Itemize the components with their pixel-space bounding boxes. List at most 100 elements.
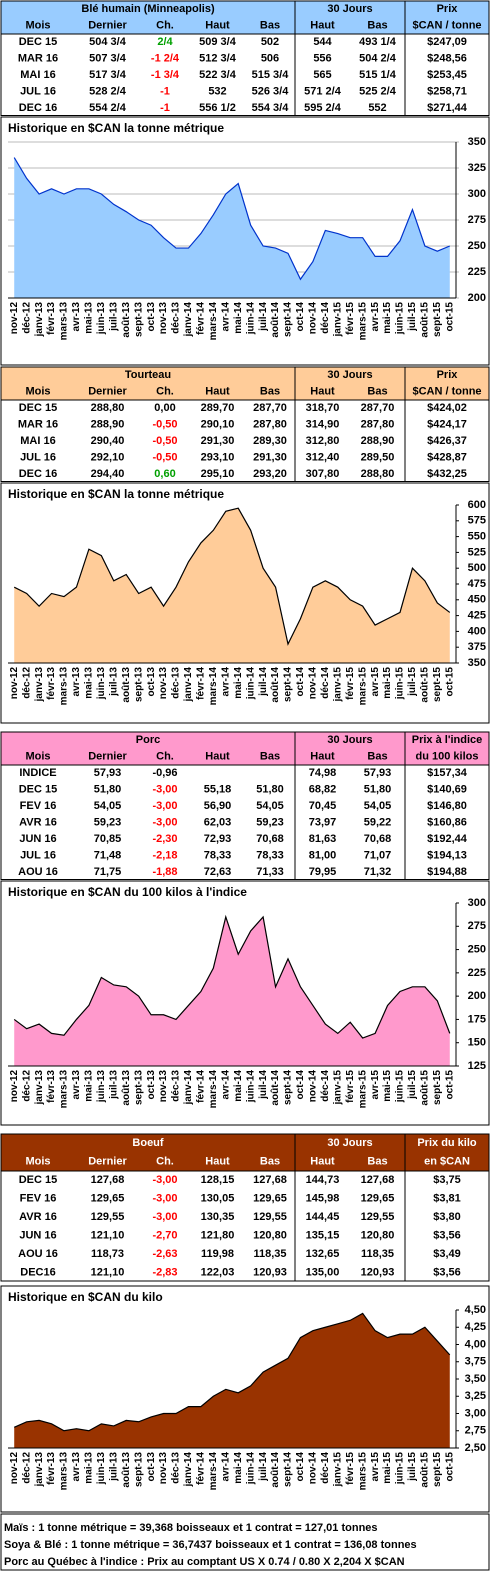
x-tick-label: juin-14 [245,1452,256,1486]
table-cell: 119,98 [201,1248,234,1260]
x-tick-label: mai-13 [84,1452,95,1484]
table-cell: 289,70 [201,402,235,414]
column-header: Mois [25,386,50,398]
x-tick-label: mai-15 [382,1452,393,1484]
y-tick-label: 400 [468,625,486,637]
table-cell: 289,30 [253,435,287,447]
y-tick-label: 200 [468,292,486,304]
x-tick-label: nov-12 [9,667,20,700]
table-cell: 71,32 [364,866,392,878]
table-header-bg [1,732,489,765]
table-cell: 130,05 [201,1193,235,1205]
x-tick-label: juil-13 [108,667,119,697]
table-cell: 556 [313,53,331,65]
table-title: Boeuf [132,1137,164,1149]
table-border [0,366,490,482]
x-tick-label: févr-15 [345,1070,356,1103]
column-header: Haut [205,1156,230,1168]
table-cell: 79,95 [309,866,337,878]
table-cell: $253,45 [427,69,467,81]
table-cell: 81,00 [309,850,337,862]
x-tick-label: sept-15 [432,667,443,702]
y-tick-label: 500 [468,562,486,574]
table-cell: $428,87 [427,452,467,464]
x-tick-label: mars-13 [59,667,70,706]
y-tick-label: 475 [468,578,486,590]
table-cell: -3,00 [152,784,177,796]
x-tick-label: sept-14 [283,302,294,337]
table-header-bg [1,1134,489,1171]
table-cell: 0,00 [154,402,175,414]
table-cell: DEC 15 [19,402,58,414]
table-cell: 532 [208,86,226,98]
table-period: 30 Jours [327,3,372,15]
y-tick-label: 350 [468,657,486,669]
column-header: en $CAN [424,1156,470,1168]
y-tick-label: 200 [468,990,486,1002]
table-cell: DEC 15 [19,1174,58,1186]
table-cell: 129,55 [361,1211,395,1223]
table-cell: $424,17 [427,419,467,431]
x-tick-label: avr-13 [71,1452,82,1482]
x-tick-label: déc-12 [21,1452,32,1484]
table-cell: 287,80 [361,419,395,431]
x-tick-label: août-13 [121,302,132,338]
y-tick-label: 4,25 [465,1321,486,1333]
area-line [13,157,451,281]
x-tick-label: sept-13 [133,667,144,702]
table-cell: 59,22 [364,817,392,829]
table-cell: -0,50 [152,435,177,447]
table-cell: -1 [160,86,170,98]
x-tick-label: sept-13 [133,302,144,337]
x-tick-label: janv-13 [34,302,45,338]
x-tick-label: juin-13 [96,1452,107,1486]
column-header: Bas [367,20,387,32]
area [14,157,450,298]
table-cell: 71,48 [94,850,122,862]
x-tick-label: févr-14 [196,1452,207,1485]
x-tick-label: mars-15 [357,1070,368,1109]
x-tick-label: déc-13 [171,667,182,699]
x-tick-label: juil-14 [258,1070,269,1100]
x-tick-label: oct-13 [146,1452,157,1482]
x-tick-label: juil-13 [108,302,119,332]
x-tick-label: août-13 [121,1452,132,1488]
table-cell: INDICE [19,767,56,779]
x-tick-label: nov-13 [158,302,169,335]
table-cell: JUN 16 [19,833,56,845]
table-cell: 289,50 [361,452,395,464]
table-price: Prix du kilo [417,1137,477,1149]
x-tick-label: juil-15 [407,302,418,332]
chart-title: Historique en $CAN la tonne métrique [8,121,224,135]
x-tick-label: sept-13 [133,1452,144,1487]
x-tick-label: oct-15 [444,667,455,697]
table-cell: -1 2/4 [151,53,180,65]
table-cell: 522 3/4 [199,69,237,81]
x-tick-label: mars-13 [59,302,70,341]
x-tick-label: nov-13 [158,1452,169,1485]
table-cell: 314,90 [306,419,340,431]
x-tick-label: juil-13 [108,1452,119,1482]
table-cell: 528 2/4 [89,86,127,98]
table-cell: $248,56 [427,53,467,65]
x-tick-label: déc-13 [171,1070,182,1102]
table-cell: $432,25 [427,468,467,480]
table-cell: 287,70 [361,402,395,414]
column-header: Bas [367,751,387,763]
table-cell: -3,00 [152,817,177,829]
column-header: Bas [260,20,280,32]
x-tick-label: juin-13 [96,667,107,701]
column-header: Bas [260,386,280,398]
table-cell: 54,05 [256,800,284,812]
table-period: 30 Jours [327,369,372,381]
y-tick-label: 300 [468,188,486,200]
table-cell: -2,63 [152,1248,177,1260]
table-cell: 54,05 [94,800,122,812]
table-cell: FEV 16 [20,800,57,812]
column-header: Bas [367,386,387,398]
note: Soya & Blé : 1 tonne métrique = 36,7437 … [4,1539,417,1551]
table-cell: JUL 16 [20,850,56,862]
table-cell: -2,83 [152,1267,177,1279]
x-tick-label: juil-14 [258,302,269,332]
x-tick-label: avr-13 [71,667,82,697]
